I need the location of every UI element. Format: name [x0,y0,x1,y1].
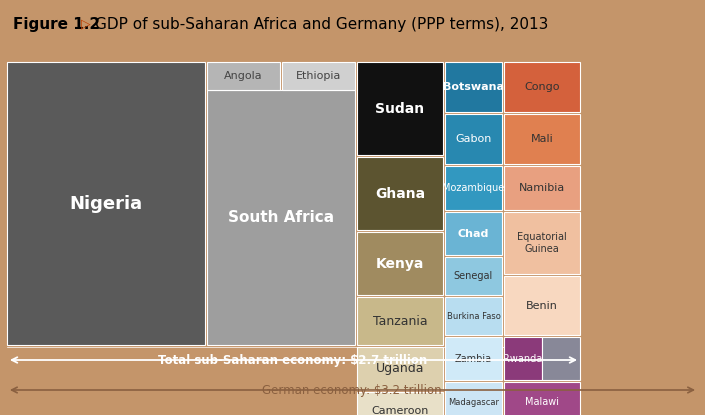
Text: Cameroon: Cameroon [372,406,429,415]
Text: Benin: Benin [526,300,558,310]
Text: Nigeria: Nigeria [69,195,142,212]
Bar [207,90,355,345]
Text: Equatorial
Guinea: Equatorial Guinea [517,232,567,254]
Bar [504,382,580,415]
Text: Ghana: Ghana [375,186,425,200]
Bar [357,297,443,345]
Text: Uganda: Uganda [376,362,424,375]
Text: Angola: Angola [224,71,263,81]
Bar [357,392,443,415]
Text: Kenya: Kenya [376,256,424,271]
Text: Figure 1.2: Figure 1.2 [13,17,100,32]
Bar [445,337,502,380]
Bar [445,166,502,210]
Text: Congo: Congo [525,82,560,92]
Text: Mozambique: Mozambique [442,183,505,193]
Bar [357,232,443,295]
Bar [357,157,443,230]
Text: Chad: Chad [458,229,489,239]
Text: Burkina Faso: Burkina Faso [446,312,501,320]
Bar [504,166,580,210]
Bar [445,62,502,112]
Bar [282,62,355,90]
Bar [357,347,443,390]
Text: Rwanda: Rwanda [503,354,543,364]
Bar [504,212,580,274]
Bar [7,62,205,345]
Text: ▷: ▷ [81,18,91,31]
Bar [504,62,580,112]
Text: South Africa: South Africa [228,210,334,225]
Text: Sudan: Sudan [376,102,424,115]
Text: Namibia: Namibia [519,183,565,193]
Bar [542,337,580,380]
Bar [445,297,502,335]
Text: Tanzania: Tanzania [373,315,427,327]
Text: Ethiopia: Ethiopia [296,71,341,81]
Bar [207,62,280,90]
Text: Botswana: Botswana [443,82,504,92]
Text: Senegal: Senegal [454,271,493,281]
Text: GDP of sub-Saharan Africa and Germany (PPP terms), 2013: GDP of sub-Saharan Africa and Germany (P… [95,17,548,32]
Bar [445,382,502,415]
Bar [504,114,580,164]
Text: Mali: Mali [531,134,553,144]
Bar [504,337,542,380]
Text: Total sub-Saharan economy: $2.7 trillion: Total sub-Saharan economy: $2.7 trillion [159,354,428,366]
Text: Malawi: Malawi [525,397,559,407]
Text: Madagascar: Madagascar [448,398,499,407]
Bar [504,276,580,335]
Text: Zambia: Zambia [455,354,492,364]
Text: Gabon: Gabon [455,134,491,144]
Text: German economy: $3.2 trillion: German economy: $3.2 trillion [262,383,442,396]
Bar [445,114,502,164]
Bar [357,62,443,155]
Bar [445,212,502,255]
Bar [445,257,502,295]
